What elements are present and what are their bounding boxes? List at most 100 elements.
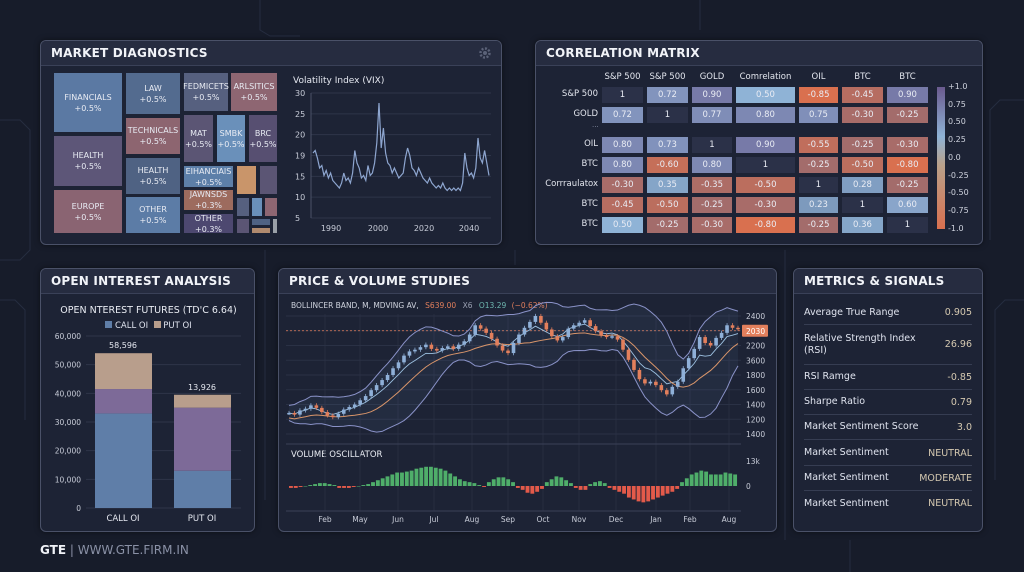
x-tick-label: Dec (609, 515, 624, 524)
y-tick-label: 40,000 (55, 389, 81, 398)
volume-bar (631, 486, 636, 500)
row-ellipsis: ... (592, 121, 599, 129)
volume-bar (409, 470, 414, 486)
panel-title: METRICS & SIGNALS (794, 269, 982, 294)
current-price-badge (742, 324, 768, 337)
volume-bar (636, 486, 641, 502)
gear-icon[interactable] (478, 46, 492, 60)
volume-bar (443, 470, 448, 486)
bar-total-label: 58,596 (109, 341, 137, 350)
volume-bar (593, 482, 598, 486)
candle-body (314, 405, 319, 408)
open-interest-panel: OPEN INTEREST ANALYSIS OPEN NTEREST FUTU… (40, 268, 255, 532)
treemap-tile: FEDMICETS +0.5% (183, 72, 229, 112)
bar-segment (95, 353, 152, 390)
row-label: BTC (581, 159, 598, 169)
volume-bar (569, 483, 573, 486)
volume-bar (433, 467, 438, 486)
matrix-cell: 0.36 (841, 216, 884, 234)
x-tick-label: Sep (501, 515, 515, 524)
volume-bar (457, 479, 462, 486)
candle-body (484, 328, 488, 333)
vix-line-chart: Volatility Index (VIX) 30 25 20 19 15 10 5 1990 2… (293, 76, 491, 233)
candle-body (374, 385, 379, 391)
bar-total-label: 13,926 (188, 383, 216, 392)
matrix-cell: -0.25 (798, 156, 839, 174)
footer-separator: | (69, 543, 74, 557)
candle-body (391, 368, 395, 375)
treemap-tile: OTHER +0.3% (183, 213, 234, 234)
volume-bar (395, 472, 400, 486)
row-label: S&P 500 (561, 89, 598, 99)
colorbar (937, 87, 945, 229)
bar-segment (95, 389, 152, 414)
volume-bar (660, 486, 665, 496)
x-tick-label: Feb (683, 515, 697, 524)
treemap-tile: HEALTH +0.5% (125, 157, 181, 195)
tile-value: +0.3% (194, 201, 223, 210)
panel-title: OPEN INTEREST ANALYSIS (41, 269, 254, 294)
treemap-tile-small (236, 218, 250, 234)
tile-label: TECHNICALS (127, 126, 179, 135)
tile-value: +0.5% (74, 162, 102, 171)
candle-body (599, 331, 603, 336)
treemap-tile-small (251, 197, 263, 217)
tile-label: EUROPE (71, 201, 105, 211)
tile-value: +0.5% (74, 212, 102, 222)
volume-bar (453, 476, 458, 486)
candle-body (363, 396, 368, 401)
column-header: S&P 500 (604, 72, 641, 82)
matrix-cell: -0.25 (798, 216, 839, 234)
candle-body (456, 344, 461, 349)
candle-body (352, 404, 357, 408)
metric-value: 26.96 (944, 339, 972, 350)
footer-url[interactable]: WWW.GTE.FIRM.IN (77, 543, 189, 557)
volume-bar (462, 481, 467, 486)
volume-bar (380, 478, 385, 486)
x-tick-label: 2020 (414, 224, 434, 233)
tile-label: HEALTH (72, 151, 104, 160)
colorbar-label: -0.50 (948, 188, 969, 198)
colorbar-label: 0.25 (948, 135, 966, 145)
candle-body (358, 400, 362, 405)
candle-body (451, 346, 456, 349)
x-tick-label: May (352, 515, 368, 524)
matrix-cell: -0.30 (601, 176, 644, 194)
bollinger-band-fill (289, 302, 738, 433)
tile-label: ARLSITICS (233, 82, 275, 91)
volume-bar (313, 484, 318, 486)
matrix-cell: -0.25 (886, 106, 929, 124)
volume-bar (597, 481, 602, 486)
candle-body (385, 375, 390, 381)
legend-call: CALL OI (115, 321, 149, 331)
candle-body (637, 369, 642, 380)
metric-label: RSI Ramge (804, 371, 856, 382)
volume-bar (689, 474, 694, 486)
treemap-tile: OTHER +0.5% (125, 196, 181, 234)
candle-body (736, 327, 740, 330)
chart-legend: CALL OI PUT OI (41, 321, 254, 331)
matrix-cell: -0.30 (735, 196, 796, 214)
volume-bar (646, 486, 651, 502)
candle-body (604, 335, 609, 338)
candle-body (500, 345, 505, 351)
matrix-cell: 0.50 (735, 86, 796, 104)
volume-bar (308, 485, 313, 486)
candle-body (320, 407, 324, 413)
tile-label: SMBK (219, 128, 243, 138)
metric-row: Market Sentiment MODERATE (804, 466, 972, 491)
y-tick-label: 1400 (746, 430, 765, 439)
metric-row: Sharpe Ratio 0.79 (804, 390, 972, 415)
volume-bar (298, 486, 303, 487)
matrix-cell: 0.50 (601, 216, 644, 234)
volume-bar (356, 486, 361, 487)
bar-segment (95, 413, 152, 508)
matrix-cell: -0.30 (886, 136, 929, 154)
metric-label: Market Sentiment (804, 497, 889, 509)
candle-body (341, 409, 346, 414)
volume-bar (429, 466, 433, 486)
metric-label: Relative Strength Index (RSI) (804, 332, 916, 356)
candle-body (675, 381, 680, 387)
volume-bar (665, 486, 670, 494)
candle-body (429, 344, 434, 349)
